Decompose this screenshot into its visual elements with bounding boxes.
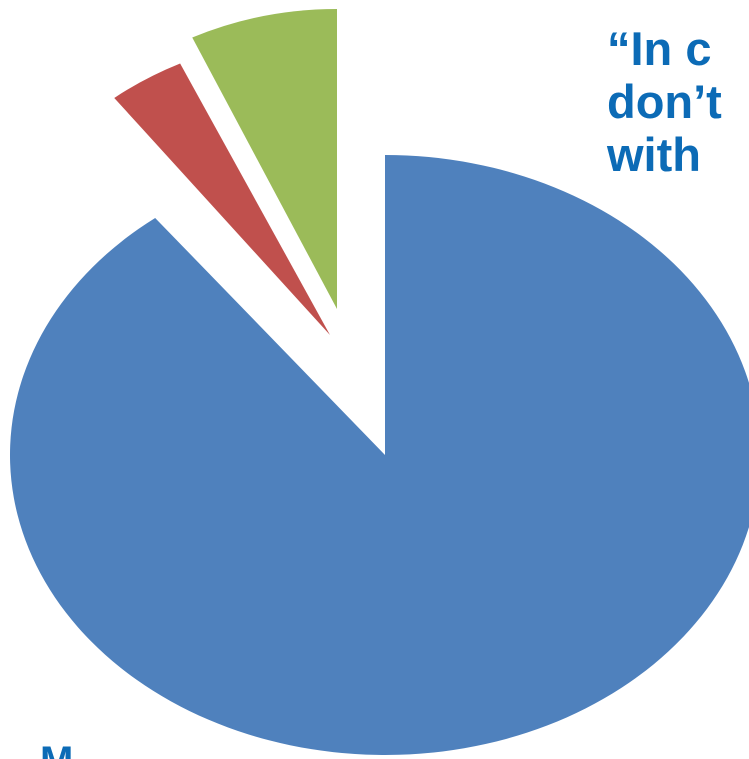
bottom-text-fragment: M <box>40 745 90 759</box>
pie-slice-1 <box>10 155 749 755</box>
quote-line-2: don’t <box>607 75 722 128</box>
pie-slice-3 <box>192 9 337 309</box>
slide-quote: “In c don’t with <box>607 22 722 181</box>
pie-slice-2 <box>114 63 330 336</box>
quote-line-3: with <box>607 128 701 181</box>
bottom-text: M <box>40 745 90 759</box>
quote-line-1: “In c <box>607 22 712 75</box>
